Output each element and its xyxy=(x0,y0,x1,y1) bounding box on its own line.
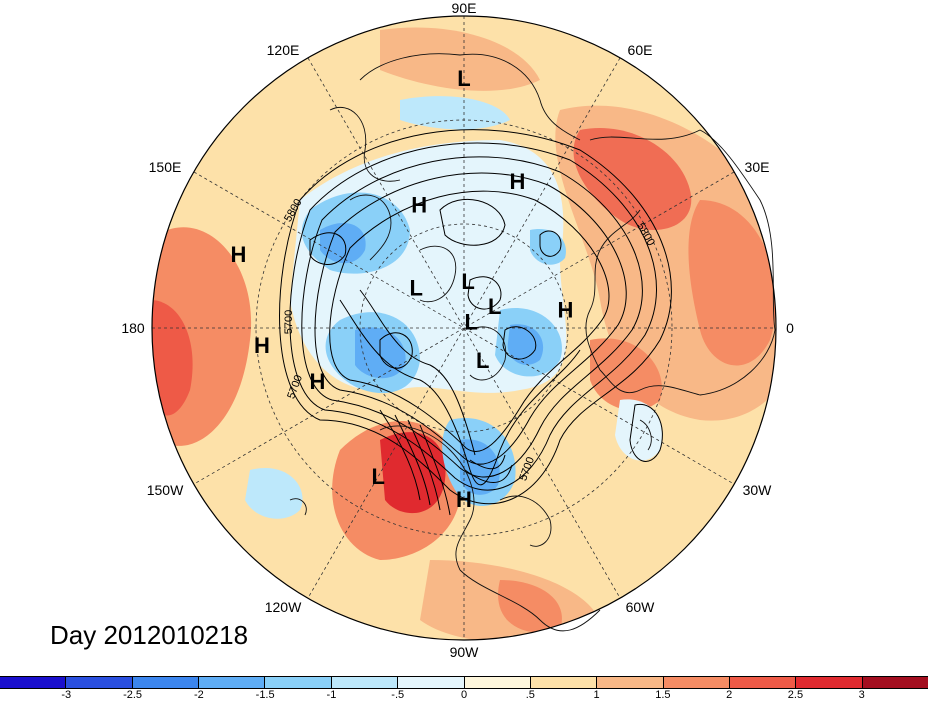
lon-label-120e: 120E xyxy=(266,42,300,58)
high-pressure-label: H xyxy=(254,333,270,358)
globe-boundary xyxy=(151,15,777,641)
high-pressure-label: H xyxy=(509,169,525,194)
high-pressure-label: H xyxy=(411,192,427,217)
lon-label-30e: 30E xyxy=(744,159,770,175)
high-pressure-label: H xyxy=(557,298,573,323)
colorbar-segment xyxy=(398,677,465,688)
lon-label-60w: 60W xyxy=(625,599,655,615)
colorbar-tick-label: .5 xyxy=(525,689,535,701)
colorbar-tick-label: 2.5 xyxy=(787,689,804,701)
high-pressure-label: H xyxy=(231,242,247,267)
colorbar-segment xyxy=(265,677,332,688)
low-pressure-label: L xyxy=(409,275,422,300)
lon-label-150w: 150W xyxy=(146,482,184,498)
colorbar-tick-label: 0 xyxy=(460,689,468,701)
height-contours xyxy=(279,129,672,516)
low-pressure-label: L xyxy=(476,348,489,373)
colorbar-segment xyxy=(597,677,664,688)
colorbar-segment xyxy=(66,677,133,688)
day-title: Day 2012010218 xyxy=(50,620,249,650)
lon-label-60e: 60E xyxy=(627,42,653,58)
colorbar-segment xyxy=(132,677,200,688)
graticule xyxy=(152,16,776,640)
lon-label-120w: 120W xyxy=(264,599,302,615)
colorbar-tick-label: -3 xyxy=(61,689,72,701)
colorbar-tick-label: -1 xyxy=(326,689,337,701)
lon-label-0: 0 xyxy=(786,320,794,336)
colorbar-segment xyxy=(862,677,928,688)
colorbar-tick-label: 1.5 xyxy=(655,689,671,701)
lon-label-150e: 150E xyxy=(148,159,182,175)
colorbar-tick-label: -2 xyxy=(193,689,204,701)
colorbar-tick-label: -2.5 xyxy=(123,689,143,701)
lon-label-90e: 90E xyxy=(451,0,477,16)
high-pressure-label: H xyxy=(456,487,472,512)
lon-label-90w: 90W xyxy=(449,644,479,660)
colorbar-segment xyxy=(464,677,531,688)
colorbar-segment xyxy=(663,677,730,688)
contour-value-label: 5700 xyxy=(283,310,295,334)
low-pressure-label: L xyxy=(464,310,477,335)
colorbar-tick-label: -1.5 xyxy=(255,689,275,701)
colorbar xyxy=(0,676,928,689)
low-pressure-label: L xyxy=(371,464,384,489)
lon-label-180: 180 xyxy=(121,320,145,336)
colorbar-segment xyxy=(0,677,67,688)
lon-label-30w: 30W xyxy=(742,482,772,498)
colorbar-segment xyxy=(796,677,863,688)
colorbar-segment xyxy=(530,677,598,688)
colorbar-tick-label: 1 xyxy=(593,689,600,701)
coastlines xyxy=(289,53,776,632)
colorbar-segment xyxy=(199,677,266,688)
low-pressure-label: L xyxy=(457,66,470,91)
colorbar-tick-label: 2 xyxy=(726,689,733,701)
high-pressure-label: H xyxy=(309,369,325,394)
colorbar-tick-label: 3 xyxy=(858,689,865,701)
low-pressure-label: L xyxy=(461,269,474,294)
colorbar-ticks: -3 -2.5 -2 -1.5 -1 -.5 0 .5 1 1.5 2 2.5 3 xyxy=(0,689,928,702)
low-pressure-label: L xyxy=(488,294,501,319)
colorbar-tick-label: -.5 xyxy=(391,689,405,701)
colorbar-segment xyxy=(331,677,399,688)
colorbar-segment xyxy=(729,677,797,688)
